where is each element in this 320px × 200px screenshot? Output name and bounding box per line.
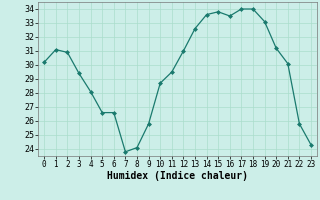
X-axis label: Humidex (Indice chaleur): Humidex (Indice chaleur) <box>107 171 248 181</box>
